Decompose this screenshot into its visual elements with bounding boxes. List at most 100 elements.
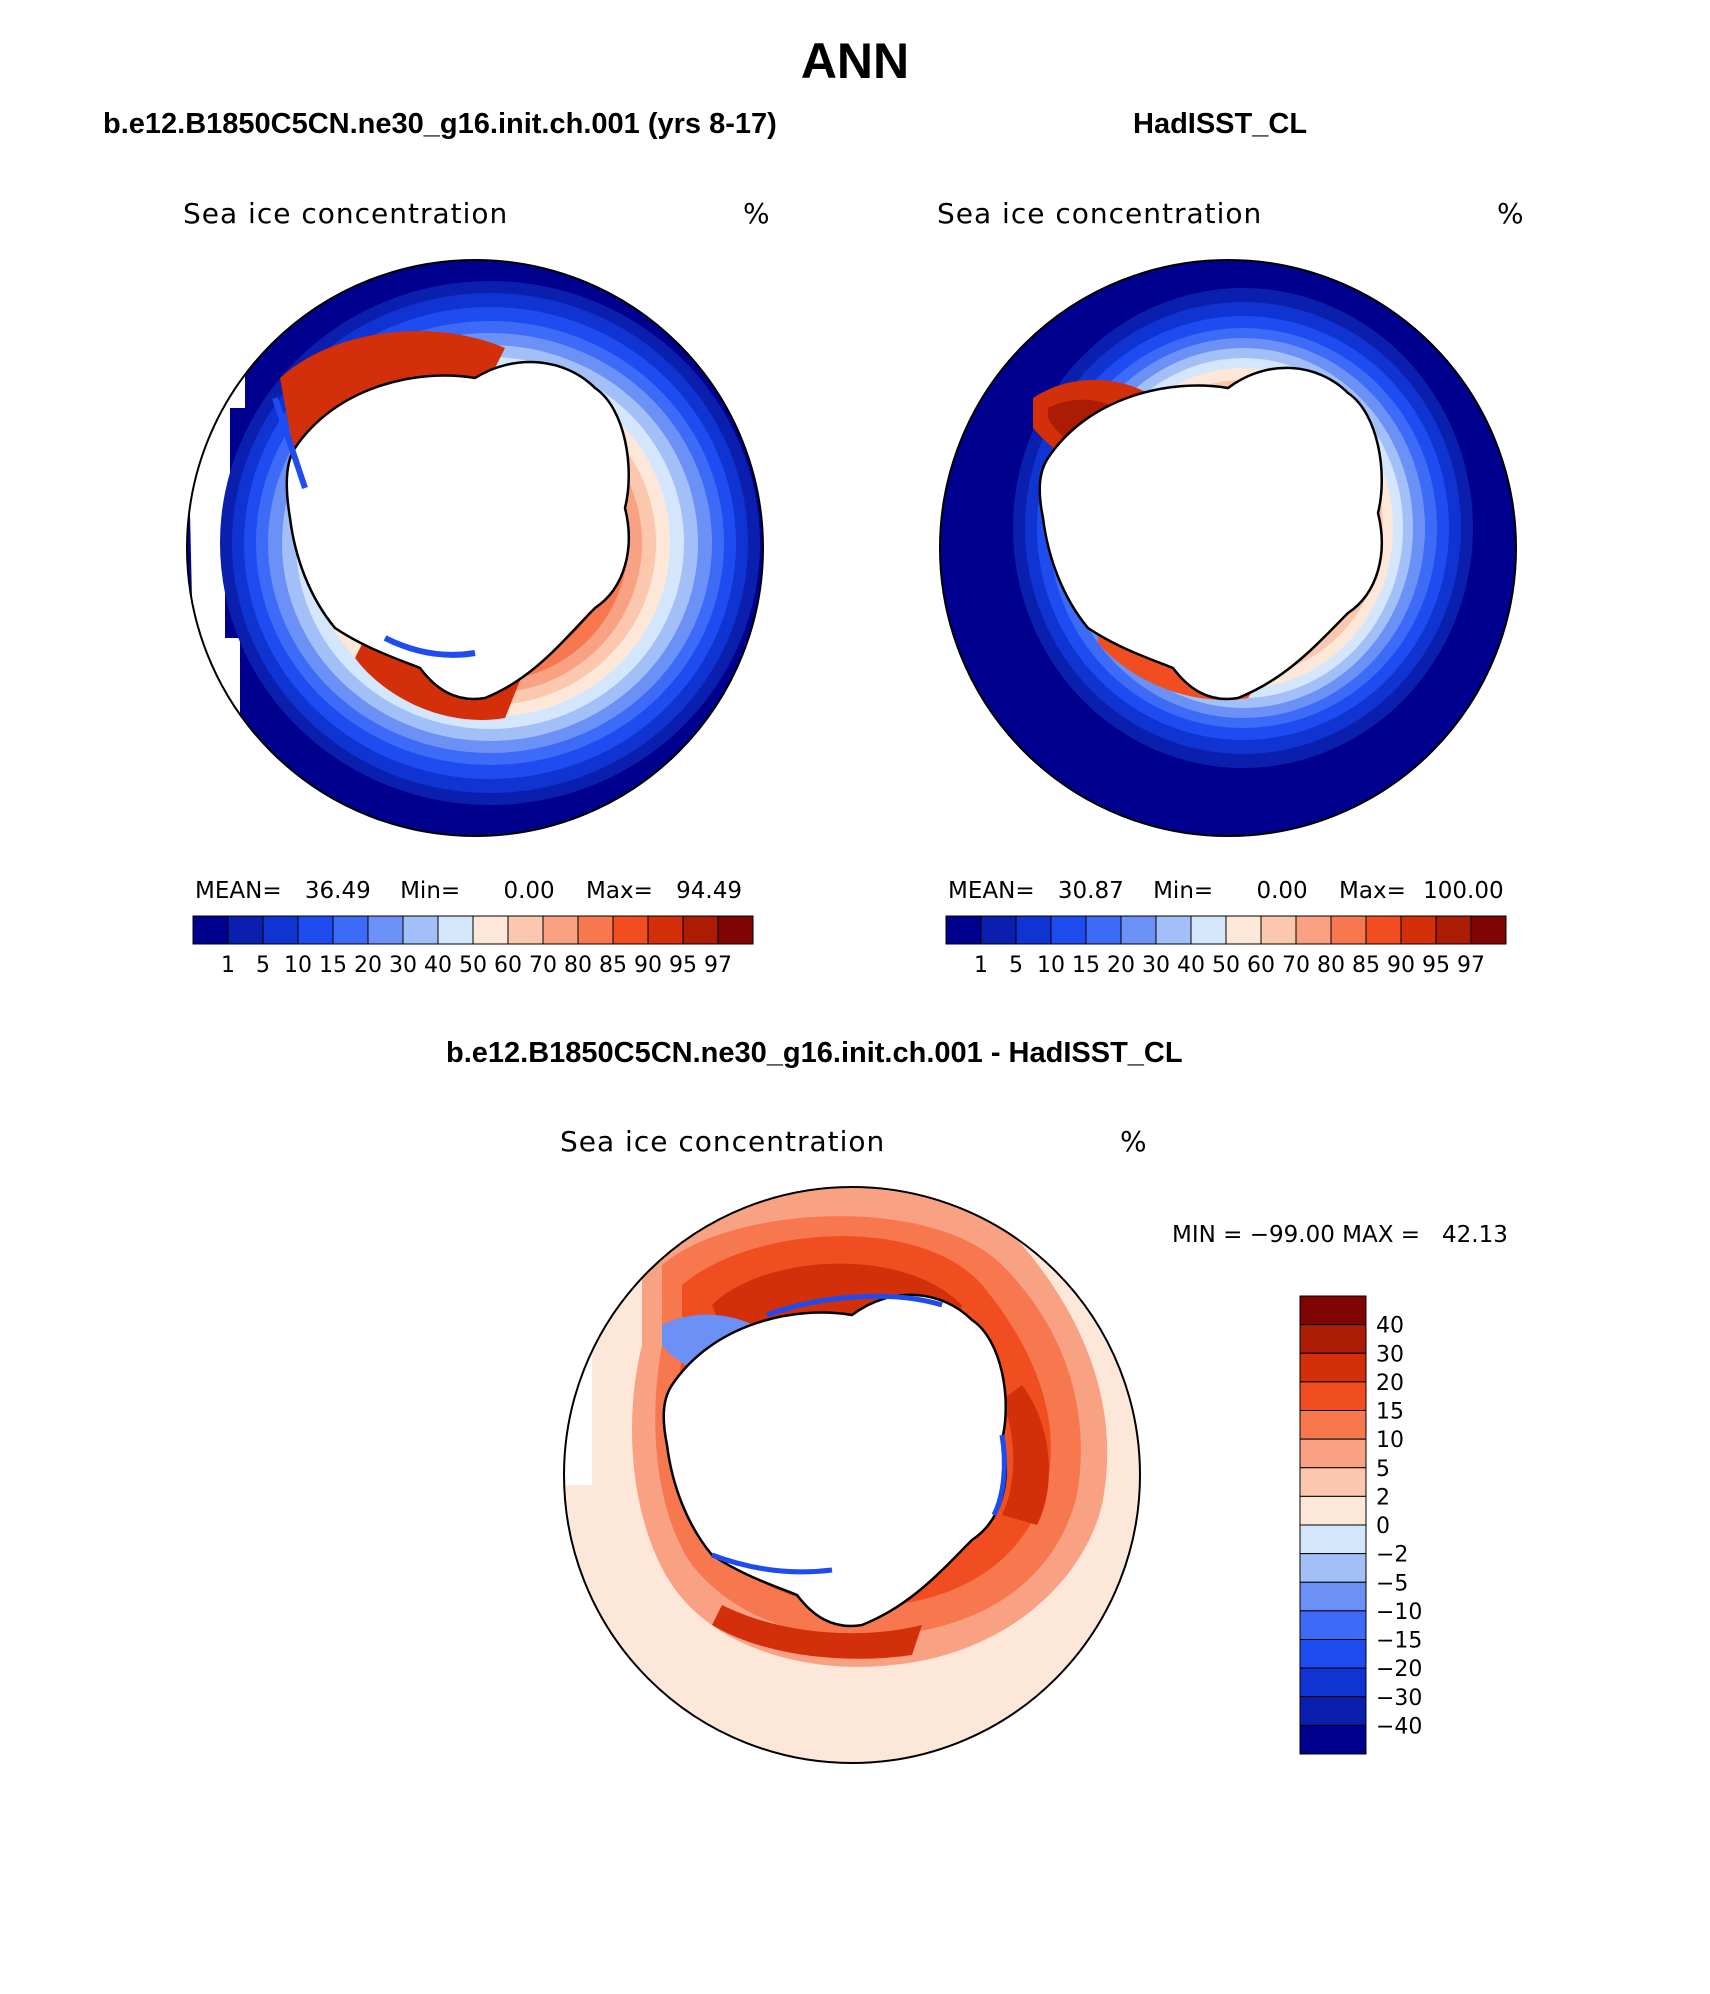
left-colorbar-tick-label: 80	[564, 953, 592, 978]
left-colorbar-box	[367, 915, 404, 945]
left-colorbar-tick-label: 90	[634, 953, 662, 978]
right-colorbar-tick-label: 85	[1352, 953, 1380, 978]
right-variable-label: Sea ice concentration	[937, 197, 1263, 230]
left-colorbar-box	[192, 915, 229, 945]
diff-colorbar-tick-label: 0	[1376, 1514, 1390, 1539]
right-colorbar-tick-label: 60	[1247, 953, 1275, 978]
right-colorbar-box	[1120, 915, 1157, 945]
diff-colorbar-box	[1299, 1639, 1367, 1669]
right-colorbar-tick-label: 70	[1282, 953, 1310, 978]
diff-colorbar-box	[1299, 1696, 1367, 1726]
right-colorbar-box	[1190, 915, 1227, 945]
left-colorbar-box	[402, 915, 439, 945]
left-colorbar-box	[227, 915, 264, 945]
diff-colorbar-tick-label: 15	[1376, 1400, 1404, 1425]
right-colorbar-box	[945, 915, 982, 945]
left-max-value: 94.49	[676, 878, 743, 904]
left-colorbar-box	[542, 915, 579, 945]
left-colorbar-box	[437, 915, 474, 945]
right-colorbar-tick-label: 95	[1422, 953, 1450, 978]
right-colorbar-box	[980, 915, 1017, 945]
diff-colorbar-tick-label: 40	[1376, 1314, 1404, 1339]
right-min-value: 0.00	[1256, 878, 1308, 904]
diff-colorbar-box	[1299, 1610, 1367, 1640]
right-max-label: Max=	[1339, 878, 1406, 904]
right-colorbar-tick-label: 97	[1457, 953, 1485, 978]
right-colorbar-tick-label: 50	[1212, 953, 1240, 978]
left-colorbar-tick-label: 20	[354, 953, 382, 978]
diff-colorbar-box	[1299, 1724, 1367, 1755]
right-colorbar-box	[1330, 915, 1367, 945]
right-map	[939, 259, 1517, 837]
diff-colorbar-tick-label: −30	[1376, 1686, 1422, 1711]
diff-colorbar-tick-label: 5	[1376, 1457, 1390, 1482]
right-colorbar-box	[1015, 915, 1052, 945]
left-stats: MEAN= 36.49 Min= 0.00 Max= 94.49	[195, 878, 742, 904]
diff-colorbar-box	[1299, 1352, 1367, 1383]
left-colorbar-tick-label: 40	[424, 953, 452, 978]
right-max-value: 100.00	[1423, 878, 1504, 904]
right-colorbar-tick-label: 30	[1142, 953, 1170, 978]
left-colorbar-tick-label: 5	[256, 953, 270, 978]
diff-colorbar-tick-label: 20	[1376, 1371, 1404, 1396]
right-colorbar: 1 5 10 15 20 30 40 50 60 70 80 85 90 95 97	[945, 915, 1507, 978]
diff-colorbar-box	[1299, 1667, 1367, 1698]
diff-colorbar-box	[1299, 1553, 1367, 1583]
left-panel-title: b.e12.B1850C5CN.ne30_g16.init.ch.001 (yr…	[103, 108, 777, 140]
right-colorbar-tick-label: 15	[1072, 953, 1100, 978]
left-colorbar-tick-label: 70	[529, 953, 557, 978]
diff-colorbar-box	[1299, 1581, 1367, 1612]
diff-colorbar-box	[1299, 1324, 1367, 1354]
left-colorbar-tick-label: 97	[704, 953, 732, 978]
diff-colorbar-box	[1299, 1467, 1367, 1497]
left-mean-label: MEAN=	[195, 878, 282, 904]
left-colorbar-box	[332, 915, 369, 945]
diff-colorbar-tick-label: 2	[1376, 1485, 1390, 1510]
left-colorbar-box	[577, 915, 614, 945]
right-colorbar-tick-label: 5	[1009, 953, 1023, 978]
left-max-label: Max=	[586, 878, 653, 904]
right-min-label: Min=	[1153, 878, 1214, 904]
left-map	[186, 259, 764, 837]
right-colorbar-box	[1260, 915, 1297, 945]
left-colorbar-box	[647, 915, 684, 945]
left-colorbar-tick-label: 15	[319, 953, 347, 978]
left-variable-label: Sea ice concentration	[183, 197, 509, 230]
right-colorbar-box	[1050, 915, 1087, 945]
left-colorbar-tick-label: 1	[221, 953, 235, 978]
right-mean-label: MEAN=	[948, 878, 1035, 904]
right-colorbar-box	[1400, 915, 1437, 945]
diff-colorbar-box	[1299, 1495, 1367, 1526]
right-colorbar-box	[1085, 915, 1122, 945]
diff-colorbar-box	[1299, 1524, 1367, 1555]
diff-colorbar-tick-label: −10	[1376, 1600, 1422, 1625]
left-units-label: %	[743, 197, 770, 230]
diff-variable-label: Sea ice concentration	[560, 1125, 886, 1158]
right-units-label: %	[1497, 197, 1524, 230]
left-colorbar-box	[612, 915, 649, 945]
left-mean-value: 36.49	[304, 878, 371, 904]
left-colorbar-tick-label: 60	[494, 953, 522, 978]
right-colorbar-tick-label: 80	[1317, 953, 1345, 978]
left-colorbar-box	[507, 915, 544, 945]
diff-colorbar-box	[1299, 1381, 1367, 1411]
right-colorbar-box	[1155, 915, 1192, 945]
right-colorbar-box	[1470, 915, 1507, 945]
diff-map	[563, 1186, 1141, 1764]
left-colorbar-box	[262, 915, 299, 945]
right-stats: MEAN= 30.87 Min= 0.00 Max= 100.00	[948, 878, 1504, 904]
diff-colorbar-box	[1299, 1438, 1367, 1469]
right-colorbar-tick-label: 1	[974, 953, 988, 978]
left-colorbar-tick-label: 30	[389, 953, 417, 978]
right-panel-title: HadISST_CL	[1133, 108, 1308, 140]
right-colorbar-box	[1295, 915, 1332, 945]
right-colorbar-tick-label: 20	[1107, 953, 1135, 978]
left-colorbar-box	[297, 915, 334, 945]
diff-colorbar-tick-label: −5	[1376, 1571, 1408, 1596]
diff-colorbar-box	[1299, 1410, 1367, 1440]
right-colorbar-tick-label: 90	[1387, 953, 1415, 978]
page-title: ANN	[800, 33, 910, 89]
diff-panel-title: b.e12.B1850C5CN.ne30_g16.init.ch.001 - H…	[446, 1037, 1183, 1069]
right-colorbar-tick-label: 40	[1177, 953, 1205, 978]
